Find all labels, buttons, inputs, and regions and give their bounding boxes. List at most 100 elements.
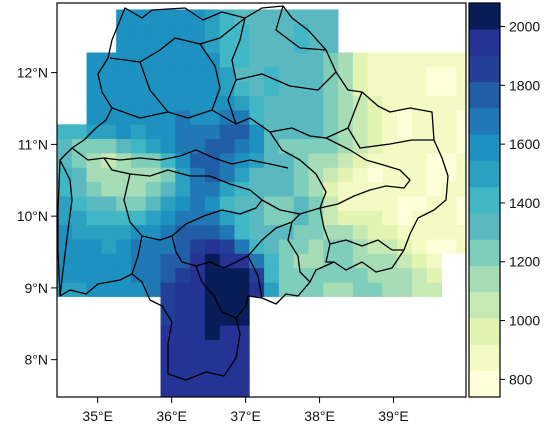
heatmap-cell	[101, 66, 117, 82]
heatmap-cell	[441, 81, 457, 96]
heatmap-cell	[190, 310, 206, 326]
heatmap-cell	[426, 66, 442, 82]
heatmap-cell	[71, 124, 87, 140]
heatmap-cell	[130, 267, 147, 283]
inner-boundary-11	[71, 147, 321, 215]
heatmap-cell	[190, 152, 206, 168]
heatmap-cell	[145, 66, 161, 82]
colorbar-tick-label: 1800	[509, 77, 540, 93]
inner-boundary-9	[319, 137, 411, 209]
heatmap-cell	[293, 66, 309, 82]
heatmap-cell	[249, 152, 265, 168]
colorbar-swatch	[469, 29, 500, 56]
heatmap-cell	[397, 66, 413, 82]
heatmap-cell	[145, 9, 161, 25]
heatmap-cell	[352, 167, 369, 183]
inner-boundary-6	[275, 5, 327, 51]
heatmap-cell	[219, 353, 235, 369]
watershed-boundaries	[57, 5, 449, 381]
heatmap-cell	[204, 224, 221, 240]
heatmap-cell	[412, 167, 428, 183]
heatmap-cell	[412, 181, 428, 197]
heatmap-cell	[86, 181, 102, 197]
heatmap-cell	[130, 38, 147, 53]
heatmap-cell	[249, 38, 265, 53]
heatmap-cell	[308, 124, 324, 140]
heatmap-cell	[278, 282, 295, 297]
heatmap-cell	[145, 23, 161, 39]
heatmap-cell	[367, 66, 383, 82]
heatmap-cell	[426, 224, 442, 240]
heatmap-cell	[382, 52, 398, 68]
heatmap-cell	[456, 210, 466, 226]
heatmap-cell	[160, 253, 176, 269]
heatmap-cell	[441, 95, 457, 111]
heatmap-cell	[116, 167, 132, 183]
heatmap-cell	[204, 325, 221, 340]
heatmap-cell	[412, 196, 428, 211]
heatmap-cell	[204, 138, 221, 154]
heatmap-cell	[456, 81, 466, 96]
heatmap-cell	[352, 52, 369, 68]
heatmap-cell	[204, 181, 221, 197]
heatmap-cell	[352, 81, 369, 96]
heatmap-cell	[190, 282, 206, 297]
heatmap-cell	[101, 81, 117, 96]
y-tick-label: 12°N	[17, 65, 48, 81]
x-tick-label: 37°E	[230, 408, 261, 424]
heatmap-cell	[308, 282, 324, 297]
heatmap-cell	[71, 167, 87, 183]
heatmap-cell	[308, 81, 324, 96]
heatmap-cell	[86, 196, 102, 211]
heatmap-cell	[219, 296, 235, 312]
heatmap-cell	[160, 152, 176, 168]
heatmap-cell	[323, 239, 339, 254]
heatmap-cell	[145, 81, 161, 96]
heatmap-cell	[219, 66, 235, 82]
heatmap-cell	[204, 196, 221, 211]
heatmap-cell	[382, 152, 398, 168]
colorbar-tick-label: 1200	[509, 254, 540, 270]
heatmap-cell	[116, 253, 132, 269]
heatmap-cell	[249, 138, 265, 154]
heatmap-cell	[101, 224, 117, 240]
heatmap-cell	[278, 138, 295, 154]
heatmap-cell	[249, 253, 265, 269]
inner-boundary-5	[227, 17, 246, 125]
heatmap-cell	[86, 95, 102, 111]
heatmap-cell	[278, 81, 295, 96]
heatmap-cell	[397, 196, 413, 211]
heatmap-cell	[219, 124, 235, 140]
heatmap-cell	[86, 267, 102, 283]
colorbar-swatch	[469, 318, 500, 345]
heatmap-cell	[175, 310, 191, 326]
heatmap-cell	[190, 181, 206, 197]
heatmap-cell	[426, 167, 442, 183]
heatmap-cell	[175, 267, 191, 283]
heatmap-cell	[382, 267, 398, 283]
heatmap-cell	[412, 52, 428, 68]
heatmap-cell	[175, 81, 191, 96]
colorbar-swatch	[469, 134, 500, 161]
heatmap-cell	[234, 353, 250, 369]
heatmap-cell	[145, 138, 161, 154]
heatmap-cell	[278, 9, 295, 25]
heatmap-cell	[352, 152, 369, 168]
heatmap-cell	[130, 23, 147, 39]
heatmap-cell	[264, 253, 280, 269]
heatmap-cell	[338, 81, 354, 96]
heatmap-cell	[190, 382, 206, 397]
heatmap-cell	[426, 181, 442, 197]
heatmap-cell	[382, 81, 398, 96]
heatmap-cell	[160, 81, 176, 96]
heatmap-cells	[57, 9, 466, 397]
heatmap-cell	[101, 124, 117, 140]
heatmap-cell	[175, 339, 191, 355]
heatmap-cell	[293, 23, 309, 39]
heatmap-cell	[86, 81, 102, 96]
heatmap-cell	[264, 95, 280, 111]
heatmap-cell	[145, 95, 161, 111]
heatmap-cell	[160, 368, 176, 384]
heatmap-cell	[412, 282, 428, 297]
